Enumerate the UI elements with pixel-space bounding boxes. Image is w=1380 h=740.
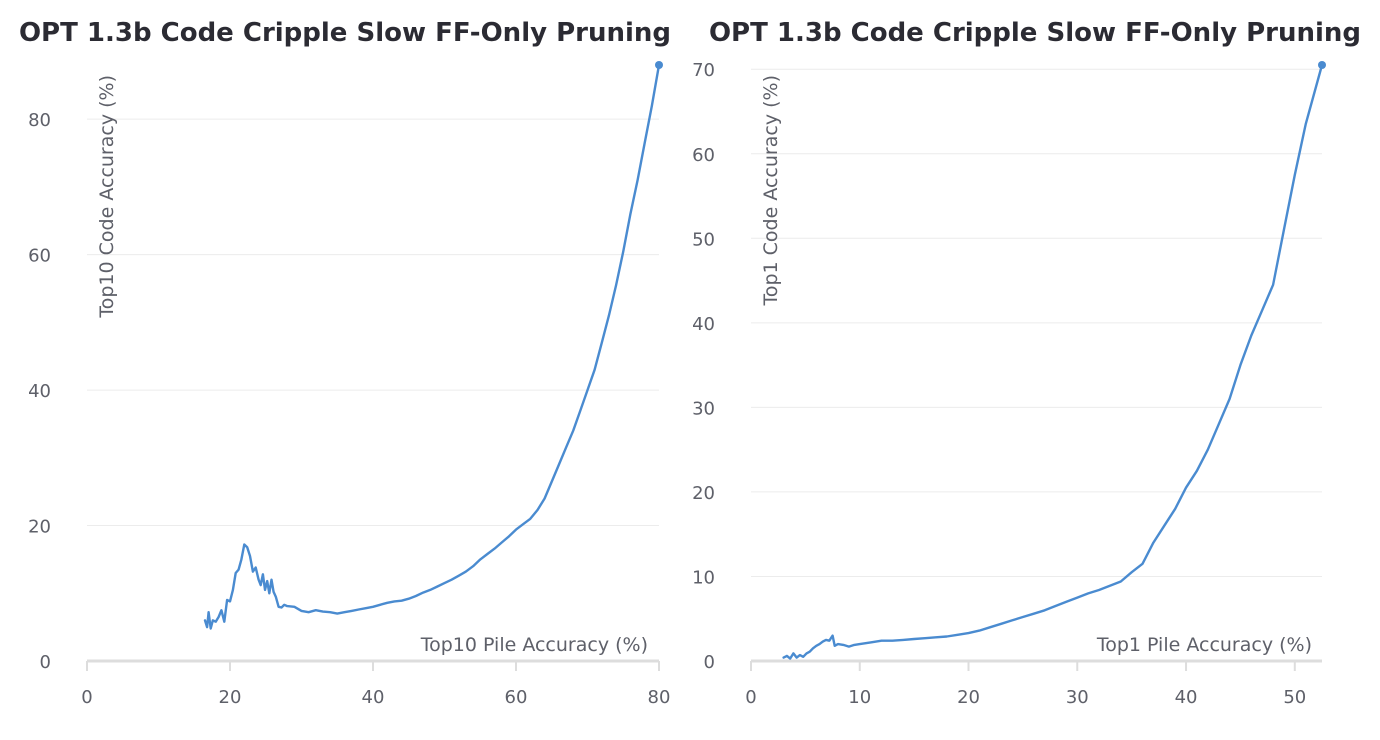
- chart-title-left: OPT 1.3b Code Cripple Slow FF-Only Pruni…: [18, 18, 672, 48]
- c0-y-tick-label-60: 60: [28, 246, 51, 267]
- c0-series-endpoint-0: [655, 61, 663, 69]
- c1-x-tick-label-30: 30: [1066, 687, 1089, 708]
- chart-panel-left: OPT 1.3b Code Cripple Slow FF-Only Pruni…: [0, 0, 690, 736]
- chart-svg-right: 0 10 20 30 40 50 60 70 0 10 20 30 40 50 Top1 Pile Accu…: [692, 60, 1326, 708]
- c1-y-tick-label-30: 30: [692, 398, 715, 419]
- c1-x-tick-label-50: 50: [1283, 687, 1306, 708]
- chart-panel-right: OPT 1.3b Code Cripple Slow FF-Only Pruni…: [690, 0, 1380, 736]
- c0-series-line-0: [203, 63, 661, 630]
- c0-x-tick-label-20: 20: [219, 687, 242, 708]
- c0-y-tick-label-20: 20: [28, 517, 51, 538]
- c1-x-tick-label-10: 10: [848, 687, 871, 708]
- c1-y-tick-label-40: 40: [692, 314, 715, 335]
- chart-svg-left: 0 20 40 60 80 0 20 40 60 80 Top10 Pile Accuracy (%…: [28, 61, 671, 708]
- c0-y-tick-label-0: 0: [40, 652, 51, 673]
- chart-title-right: OPT 1.3b Code Cripple Slow FF-Only Pruni…: [708, 18, 1362, 48]
- c1-series-line-0: [782, 63, 1324, 660]
- c0-x-tick-label-0: 0: [81, 687, 92, 708]
- c0-x-tick-label-60: 60: [505, 687, 528, 708]
- c0-y-axis-label: Top10 Code Accuracy (%): [96, 75, 118, 319]
- c0-x-tick-label-80: 80: [648, 687, 671, 708]
- c1-x-tick-label-40: 40: [1175, 687, 1198, 708]
- c1-series-endpoint-0: [1318, 61, 1326, 69]
- c1-x-tick-label-20: 20: [957, 687, 980, 708]
- c0-y-tick-label-80: 80: [28, 110, 51, 131]
- c0-x-tick-label-40: 40: [362, 687, 385, 708]
- c1-y-tick-label-20: 20: [692, 483, 715, 504]
- c1-y-tick-label-50: 50: [692, 229, 715, 250]
- c1-y-axis-label: Top1 Code Accuracy (%): [760, 75, 782, 307]
- c1-x-axis-label: Top1 Pile Accuracy (%): [1096, 634, 1312, 656]
- c1-y-tick-label-70: 70: [692, 60, 715, 81]
- c0-y-tick-label-40: 40: [28, 381, 51, 402]
- c1-x-tick-label-0: 0: [745, 687, 756, 708]
- c1-y-tick-label-10: 10: [692, 567, 715, 588]
- c0-x-axis-label: Top10 Pile Accuracy (%): [420, 634, 648, 656]
- c1-y-tick-label-0: 0: [704, 652, 715, 673]
- c1-y-tick-label-60: 60: [692, 145, 715, 166]
